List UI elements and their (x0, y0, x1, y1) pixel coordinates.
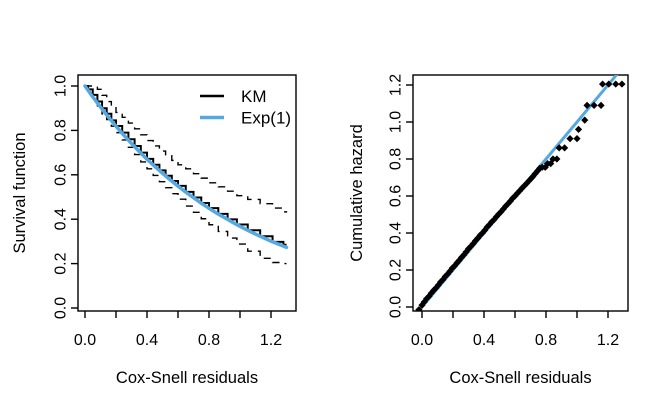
x-tick-label: 1.2 (260, 332, 282, 349)
x-tick-label: 0.0 (411, 332, 433, 349)
x-axis-title: Cox-Snell residuals (449, 369, 591, 387)
y-tick-label: 1.0 (53, 75, 70, 97)
scatter-point (434, 281, 442, 289)
scatter-point (506, 197, 514, 205)
scatter-point (460, 251, 468, 259)
scatter-point (573, 135, 581, 143)
scatter-point (574, 125, 583, 133)
scatter-point (520, 182, 528, 190)
y-axis-title: Cumulative hazard (348, 124, 366, 262)
series-Exp(1) (83, 84, 289, 250)
x-tick-label: 0.0 (74, 332, 96, 349)
panel-survival-panel: 0.0 0.4 0.8 1.2 0.0 0.2 0.4 0.6 0.8 1.0 Cox-Snell … (11, 74, 297, 387)
y-tick-label: 0.2 (388, 259, 405, 281)
legend: KM Exp(1) (200, 87, 291, 127)
scatter-point (471, 237, 480, 245)
scatter-point (598, 80, 607, 88)
scatter-point (437, 278, 445, 286)
scatter-point (495, 210, 503, 218)
scatter-point (462, 248, 470, 256)
scatter-point (612, 80, 620, 88)
scatter-point (457, 253, 466, 262)
scatter-point (481, 226, 489, 234)
scatter-point (597, 101, 605, 109)
scatter-point (425, 292, 433, 300)
y-tick-label: 1.2 (388, 74, 405, 96)
scatter-point (518, 184, 526, 192)
scatter-point (549, 155, 557, 163)
scatter-point (541, 163, 549, 171)
plot-box (412, 74, 629, 312)
scatter-point (605, 80, 613, 88)
y-tick-label: 1.0 (388, 111, 405, 133)
scatter-point (483, 223, 491, 231)
panel-cumhaz-panel: 0.0 0.4 0.8 1.2 0.0 0.2 0.4 0.6 0.8 1.0 1.2 Cox-Sne… (348, 74, 629, 387)
plot-box (77, 74, 297, 312)
scatter-point (583, 101, 591, 109)
y-tick-label: 0.8 (53, 119, 70, 141)
scatter-point (618, 80, 626, 88)
y-tick-label: 0.6 (53, 164, 70, 186)
scatter-point (492, 213, 500, 221)
scatter-point (474, 234, 482, 242)
scatter-point (553, 155, 561, 163)
y-tick-label: 0.4 (53, 208, 70, 230)
y-tick-label: 0.8 (388, 148, 405, 170)
scatter-point (504, 200, 512, 208)
y-tick-label: 0.4 (388, 222, 405, 244)
x-tick-label: 0.8 (535, 332, 557, 349)
scatter-point (590, 101, 598, 109)
y-tick-label: 0.0 (388, 296, 405, 318)
scatter-point (423, 295, 431, 303)
series-group (415, 75, 626, 311)
series-group (83, 84, 289, 265)
scatter-point (448, 264, 456, 272)
legend-label-Exp(1): Exp(1) (241, 108, 291, 127)
scatter-point (533, 167, 542, 175)
scatter-point (561, 144, 569, 152)
x-tick-label: 0.8 (198, 332, 220, 349)
y-tick-label: 0.2 (53, 252, 70, 274)
y-axis-title: Survival function (11, 132, 29, 253)
x-tick-label: 1.2 (597, 332, 619, 349)
scatter-point (555, 144, 563, 152)
x-tick-label: 0.4 (136, 332, 158, 349)
legend-label-KM: KM (241, 87, 267, 106)
x-tick-label: 0.4 (473, 332, 495, 349)
y-tick-label: 0.0 (53, 297, 70, 319)
scatter-point (566, 135, 574, 143)
scatter-point (485, 221, 494, 229)
series-KM (85, 85, 287, 246)
scatter-point (509, 194, 517, 202)
scatter-point (415, 306, 423, 311)
scatter-point (581, 116, 589, 124)
scatter-point (446, 267, 454, 275)
y-tick-label: 0.6 (388, 185, 405, 207)
x-axis-title: Cox-Snell residuals (116, 369, 258, 387)
scatter-point (497, 208, 505, 216)
scatter-point (469, 240, 477, 248)
